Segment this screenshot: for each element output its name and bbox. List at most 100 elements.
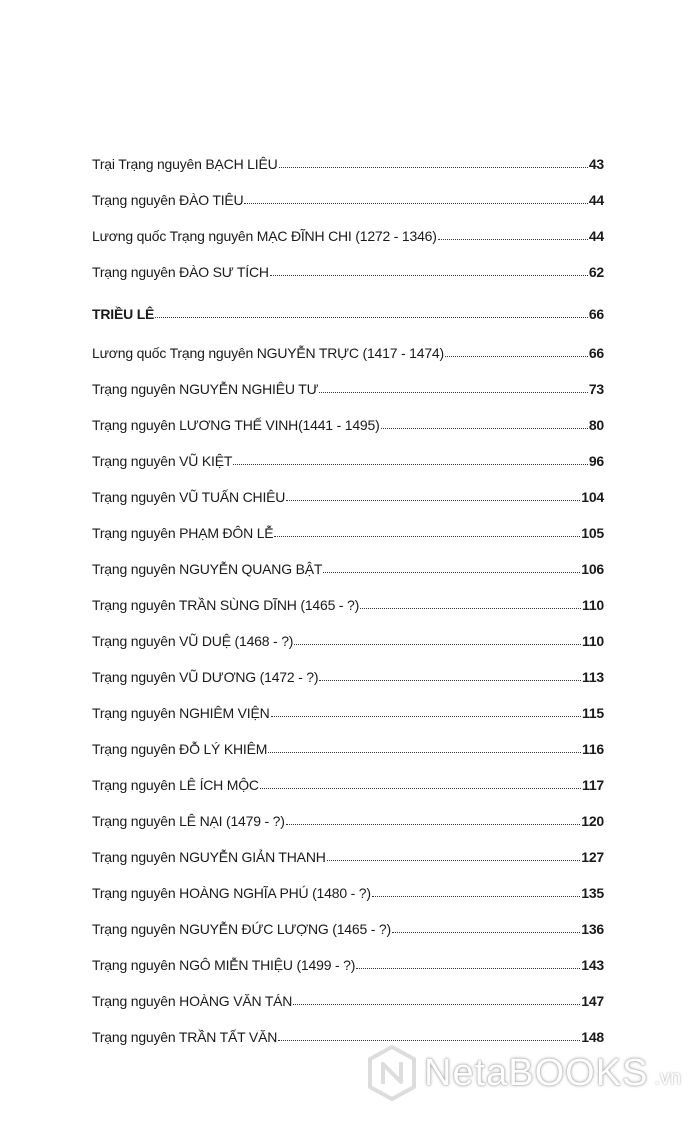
- dot-leader: [278, 1040, 581, 1041]
- toc-entry-page-number: 66: [588, 345, 604, 361]
- toc-entry-title: Trại Trạng nguyên BẠCH LIÊU: [92, 156, 278, 172]
- toc-entry-title: Trạng nguyên ĐÀO TIÊU: [92, 192, 244, 208]
- toc-entry-page-number: 116: [582, 741, 604, 757]
- toc-entry: Trạng nguyên LƯƠNG THẾ VINH(1441 - 1495)…: [92, 397, 604, 433]
- toc-entry: Trại Trạng nguyên BẠCH LIÊU 43: [92, 136, 604, 172]
- table-of-contents: Trại Trạng nguyên BẠCH LIÊU 43 Trạng nguyê…: [92, 136, 604, 1045]
- toc-entry: Trạng nguyên NGUYỄN ĐỨC LƯỢNG (1465 - ?)…: [92, 901, 604, 937]
- dot-leader: [244, 203, 588, 204]
- toc-entry-title: Trạng nguyên VŨ DUỆ (1468 - ?): [92, 633, 294, 649]
- toc-entry-title: Trạng nguyên NGUYỄN GIẢN THANH: [92, 849, 326, 865]
- toc-entry: Trạng nguyên LÊ NẠI (1479 - ?) 120: [92, 793, 604, 829]
- toc-entry-title: Trạng nguyên LÊ ÍCH MỘC: [92, 777, 259, 793]
- toc-entry-page-number: 66: [588, 306, 604, 322]
- dot-leader: [371, 896, 581, 897]
- toc-entry-page-number: 143: [581, 957, 604, 973]
- dot-leader: [356, 968, 581, 969]
- toc-entry-title: Trạng nguyên VŨ TUẤN CHIÊU: [92, 489, 286, 505]
- toc-entry-page-number: 43: [588, 156, 604, 172]
- toc-entry: Trạng nguyên HOÀNG NGHĨA PHÚ (1480 - ?) 1…: [92, 865, 604, 901]
- dot-leader: [326, 860, 581, 861]
- toc-entry-page-number: 80: [588, 417, 604, 433]
- dot-leader: [285, 824, 581, 825]
- toc-entry: Lương quốc Trạng nguyên MẠC ĐĨNH CHI (12…: [92, 208, 604, 244]
- toc-entry-page-number: 62: [588, 264, 604, 280]
- dot-leader: [323, 572, 581, 573]
- toc-entry-page-number: 110: [582, 633, 604, 649]
- toc-entry-title: TRIỀU LÊ: [92, 306, 155, 322]
- dot-leader: [278, 167, 588, 168]
- toc-entry-title: Trạng nguyên LÊ NẠI (1479 - ?): [92, 813, 285, 829]
- toc-entry-page-number: 96: [588, 453, 604, 469]
- dot-leader: [155, 317, 588, 318]
- dot-leader: [274, 536, 581, 537]
- dot-leader: [319, 392, 588, 393]
- toc-entry: Trạng nguyên NGÔ MIỄN THIỆU (1499 - ?) 14…: [92, 937, 604, 973]
- toc-entry: Trạng nguyên NGUYỄN GIẢN THANH 127: [92, 829, 604, 865]
- dot-leader: [270, 716, 581, 717]
- toc-entry-title: Trạng nguyên TRẦN TẤT VĂN: [92, 1029, 278, 1045]
- toc-entry-page-number: 105: [581, 525, 604, 541]
- dot-leader: [259, 788, 581, 789]
- toc-entry-title: Trạng nguyên NGUYỄN QUANG BẬT: [92, 561, 323, 577]
- dot-leader: [391, 932, 581, 933]
- toc-entry-title: Lương quốc Trạng nguyên NGUYỄN TRỰC (141…: [92, 345, 444, 361]
- toc-entry: Lương quốc Trạng nguyên NGUYỄN TRỰC (141…: [92, 322, 604, 361]
- toc-entry-title: Trạng nguyên NGUYỄN NGHIÊU TƯ: [92, 381, 319, 397]
- toc-entry: Trạng nguyên LÊ ÍCH MỘC 117: [92, 757, 604, 793]
- dot-leader: [293, 1004, 581, 1005]
- toc-entry: Trạng nguyên ĐỖ LÝ KHIÊM 116: [92, 721, 604, 757]
- toc-entry-title: Trạng nguyên HOÀNG VĂN TÁN: [92, 993, 293, 1009]
- watermark-text: NetaBOOKS: [424, 1051, 649, 1094]
- toc-entry-page-number: 110: [582, 597, 604, 613]
- dot-leader: [319, 680, 581, 681]
- toc-entry: Trạng nguyên NGHIÊM VIỆN 115: [92, 685, 604, 721]
- toc-entry: Trạng nguyên PHẠM ĐÔN LỄ 105: [92, 505, 604, 541]
- netabooks-hexagon-logo-icon: [368, 1045, 416, 1101]
- toc-entry-title: Trạng nguyên NGHIÊM VIỆN: [92, 705, 270, 721]
- dot-leader: [360, 608, 581, 609]
- toc-entry-page-number: 127: [581, 849, 604, 865]
- toc-entry-page-number: 147: [581, 993, 604, 1009]
- toc-entry: Trạng nguyên TRẦN SÙNG DĨNH (1465 - ?) 11…: [92, 577, 604, 613]
- toc-entry-page-number: 136: [581, 921, 604, 937]
- toc-entry-title: Lương quốc Trạng nguyên MẠC ĐĨNH CHI (12…: [92, 228, 437, 244]
- toc-entry-page-number: 73: [588, 381, 604, 397]
- toc-entry: Trạng nguyên VŨ DUỆ (1468 - ?) 110: [92, 613, 604, 649]
- toc-section-heading: TRIỀU LÊ 66: [92, 280, 604, 322]
- toc-entry: Trạng nguyên VŨ TUẤN CHIÊU 104: [92, 469, 604, 505]
- toc-entry-title: Trạng nguyên PHẠM ĐÔN LỄ: [92, 525, 274, 541]
- toc-entry-page-number: 117: [582, 777, 604, 793]
- toc-entry-title: Trạng nguyên VŨ KIỆT: [92, 453, 233, 469]
- toc-entry: Trạng nguyên HOÀNG VĂN TÁN 147: [92, 973, 604, 1009]
- toc-entry: Trạng nguyên VŨ DƯƠNG (1472 - ?) 113: [92, 649, 604, 685]
- toc-entry: Trạng nguyên VŨ KIỆT 96: [92, 433, 604, 469]
- dot-leader: [437, 239, 588, 240]
- toc-entry: Trạng nguyên TRẦN TẤT VĂN 148: [92, 1009, 604, 1045]
- toc-entry-page-number: 115: [582, 705, 604, 721]
- toc-entry-title: Trạng nguyên HOÀNG NGHĨA PHÚ (1480 - ?): [92, 885, 371, 901]
- toc-entry-page-number: 106: [581, 561, 604, 577]
- dot-leader: [269, 275, 588, 276]
- toc-entry-page-number: 104: [581, 489, 604, 505]
- toc-entry-page-number: 113: [582, 669, 604, 685]
- toc-entry-title: Trạng nguyên LƯƠNG THẾ VINH(1441 - 1495): [92, 417, 380, 433]
- dot-leader: [268, 752, 581, 753]
- dot-leader: [294, 644, 581, 645]
- toc-entry-title: Trạng nguyên VŨ DƯƠNG (1472 - ?): [92, 669, 319, 685]
- toc-entry-title: Trạng nguyên ĐÀO SƯ TÍCH: [92, 264, 269, 280]
- toc-entry-page-number: 44: [588, 228, 604, 244]
- dot-leader: [233, 464, 588, 465]
- toc-entry-title: Trạng nguyên ĐỖ LÝ KHIÊM: [92, 741, 268, 757]
- toc-entry: Trạng nguyên ĐÀO TIÊU 44: [92, 172, 604, 208]
- toc-entry: Trạng nguyên NGUYỄN QUANG BẬT 106: [92, 541, 604, 577]
- dot-leader: [286, 500, 581, 501]
- watermark-logo: NetaBOOKS .vn: [366, 1044, 681, 1102]
- toc-entry: Trạng nguyên ĐÀO SƯ TÍCH 62: [92, 244, 604, 280]
- toc-entry-title: Trạng nguyên NGÔ MIỄN THIỆU (1499 - ?): [92, 957, 356, 973]
- watermark-tld: .vn: [654, 1066, 682, 1089]
- toc-entry-page-number: 120: [581, 813, 604, 829]
- toc-entry-page-number: 148: [581, 1029, 604, 1045]
- toc-entry-title: Trạng nguyên TRẦN SÙNG DĨNH (1465 - ?): [92, 597, 360, 613]
- dot-leader: [444, 356, 588, 357]
